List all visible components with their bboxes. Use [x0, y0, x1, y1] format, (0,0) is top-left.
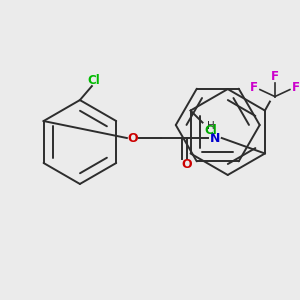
Text: Cl: Cl	[88, 74, 100, 87]
Text: O: O	[128, 131, 138, 145]
Text: N: N	[210, 131, 220, 145]
Text: F: F	[292, 81, 300, 94]
Text: O: O	[182, 158, 192, 172]
Text: F: F	[250, 81, 258, 94]
Text: Cl: Cl	[204, 124, 217, 137]
Text: F: F	[271, 70, 279, 83]
Text: H: H	[207, 121, 214, 131]
